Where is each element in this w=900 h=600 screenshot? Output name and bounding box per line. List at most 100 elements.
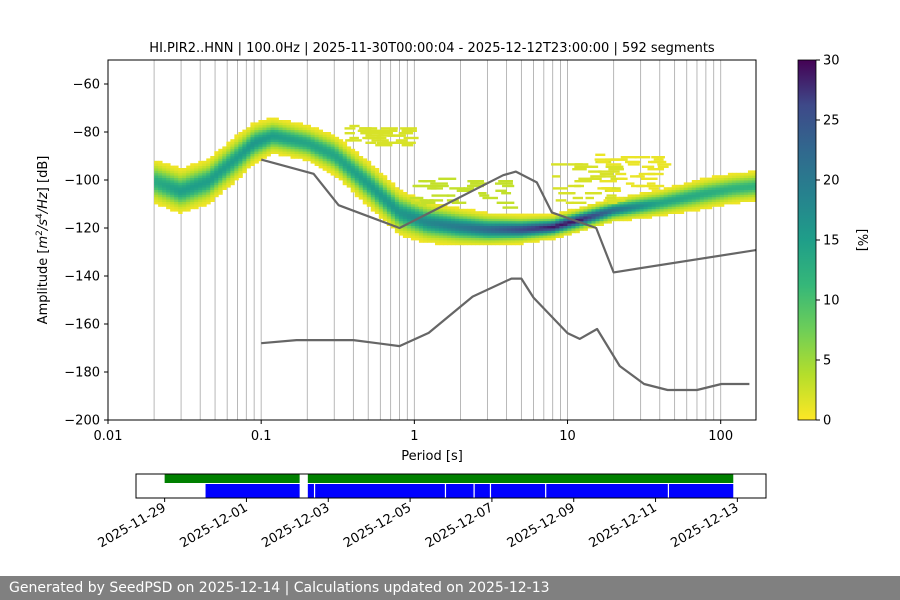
psd-cell	[178, 182, 183, 186]
psd-cell	[663, 211, 669, 214]
psd-cell	[599, 204, 604, 207]
psd-cell	[258, 153, 263, 157]
psd-cell	[483, 216, 488, 219]
psd-cell	[527, 230, 532, 234]
psd-cell	[162, 199, 167, 202]
y-tick-label: −120	[64, 222, 100, 237]
psd-cell	[619, 213, 624, 217]
psd-cell	[707, 192, 713, 195]
psd-cell	[402, 213, 408, 217]
psd-cell	[527, 213, 532, 217]
psd-cell	[727, 177, 733, 181]
psd-cell	[503, 220, 508, 224]
psd-cell	[234, 177, 239, 181]
psd-cell	[711, 177, 717, 181]
psd-cell	[579, 208, 584, 212]
psd-cell	[527, 232, 532, 236]
psd-cell	[683, 201, 689, 205]
psd-cell	[290, 134, 295, 138]
psd-cell	[222, 175, 227, 178]
psd-cell	[463, 235, 468, 238]
psd-cell	[342, 146, 348, 150]
psd-cell	[443, 242, 448, 246]
psd-cell	[190, 184, 195, 188]
psd-cell	[523, 235, 528, 238]
psd-cell	[226, 170, 231, 174]
psd-cell	[210, 170, 215, 174]
psd-cell	[443, 216, 448, 219]
psd-cell	[374, 172, 380, 176]
psd-cell	[495, 230, 500, 234]
psd-cell	[719, 204, 725, 207]
psd-cell	[699, 194, 705, 198]
psd-cell	[194, 196, 199, 200]
psd-cell	[270, 146, 275, 150]
psd-cell	[370, 172, 376, 176]
psd-cell	[362, 189, 368, 193]
psd-cell	[294, 122, 299, 126]
psd-cell	[290, 148, 295, 152]
psd-cell	[246, 163, 251, 166]
psd-cell	[575, 218, 580, 222]
psd-cell	[591, 218, 596, 222]
timeline-tick-label: 2025-12-07	[423, 500, 496, 551]
psd-cell	[306, 136, 312, 140]
psd-cell	[174, 196, 179, 200]
psd-cell	[418, 235, 424, 238]
psd-cell	[547, 218, 552, 222]
psd-cell	[318, 165, 324, 169]
psd-cell	[298, 136, 303, 140]
psd-cell	[206, 170, 211, 174]
psd-cell	[434, 228, 440, 231]
psd-cell	[583, 225, 588, 229]
psd-cell	[206, 175, 211, 178]
psd-cell	[495, 228, 500, 231]
psd-cell	[703, 184, 709, 188]
psd-cell	[370, 182, 376, 186]
psd-cell	[166, 201, 171, 205]
psd-cell	[322, 156, 328, 159]
psd-cell	[567, 223, 572, 226]
psd-cell	[198, 199, 203, 202]
psd-cell	[310, 158, 316, 162]
psd-cell	[631, 201, 637, 205]
psd-cell	[198, 160, 203, 164]
psd-cell	[639, 196, 645, 200]
psd-cell	[386, 216, 392, 219]
psd-cell	[422, 211, 428, 214]
psd-cell	[575, 211, 580, 214]
psd-cell	[186, 184, 191, 188]
psd-cell	[258, 158, 263, 162]
psd-cell	[611, 204, 616, 207]
psd-cell	[611, 213, 616, 217]
psd-cell	[258, 148, 263, 152]
psd-cell	[418, 230, 424, 234]
psd-cell	[430, 237, 436, 241]
psd-cell	[611, 218, 616, 222]
psd-cell	[575, 230, 580, 234]
psd-cell	[459, 225, 464, 229]
psd-cell	[611, 211, 616, 214]
psd-cell	[334, 141, 340, 145]
psd-cell	[238, 132, 243, 135]
psd-cell	[390, 182, 396, 186]
psd-cell	[502, 184, 515, 188]
psd-cell	[687, 201, 693, 205]
psd-cell	[598, 170, 614, 173]
psd-cell	[230, 160, 235, 164]
psd-cell	[242, 170, 247, 174]
psd-cell	[563, 228, 568, 231]
psd-cell	[354, 153, 360, 157]
y-tick-label: −140	[64, 270, 100, 285]
psd-cell	[190, 201, 195, 205]
psd-cell	[587, 220, 592, 224]
psd-cell	[298, 146, 303, 150]
psd-cell	[386, 206, 392, 210]
psd-cell	[434, 225, 440, 229]
psd-cell	[487, 220, 492, 224]
psd-cell	[178, 199, 183, 202]
timeline-tick-label: 2025-12-05	[341, 500, 414, 551]
psd-cell	[691, 189, 697, 193]
psd-cell	[394, 218, 400, 222]
psd-cell	[154, 160, 159, 164]
